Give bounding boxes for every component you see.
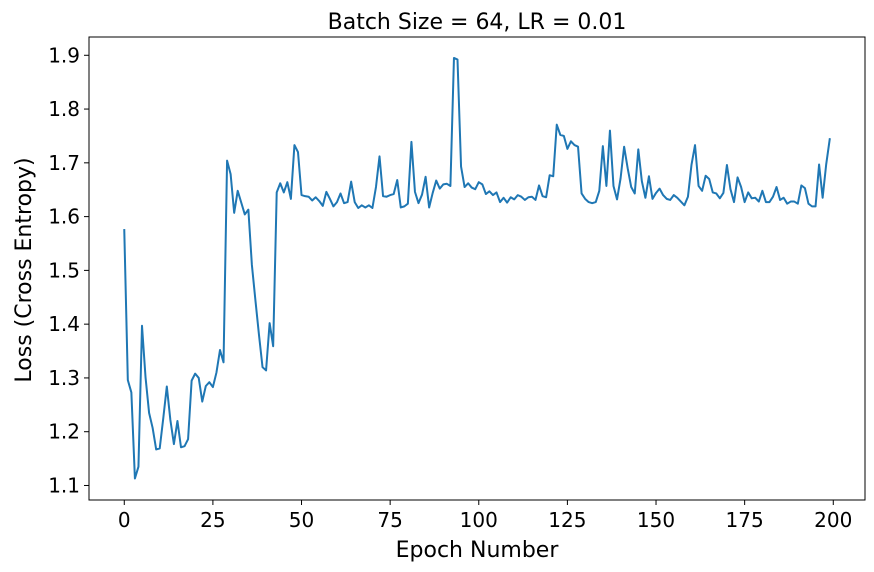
x-axis-label: Epoch Number	[396, 538, 560, 563]
y-axis-label: Loss (Cross Entropy)	[12, 157, 37, 382]
x-tick-label: 0	[118, 508, 131, 532]
series-line-0	[123, 56, 831, 480]
y-tick-label: 1.5	[48, 258, 80, 282]
x-tick-label: 75	[377, 508, 402, 532]
y-tick-label: 1.8	[48, 97, 80, 121]
y-tick-label: 1.9	[48, 43, 80, 67]
x-tick-label: 150	[637, 508, 675, 532]
x-tick-label: 175	[726, 508, 764, 532]
y-tick-label: 1.7	[48, 151, 80, 175]
plot-area: 0 25 50 75 100 125 150 175 200 1.1 1.2 1.3 1.4 1.5 1.6…	[48, 36, 866, 532]
chart-title: Batch Size = 64, LR = 0.01	[328, 10, 627, 35]
y-tick-label: 1.1	[48, 473, 80, 497]
y-tick-label: 1.3	[48, 366, 80, 390]
y-tick-label: 1.2	[48, 420, 80, 444]
x-tick-label: 100	[460, 508, 498, 532]
y-tick-label: 1.6	[48, 205, 80, 229]
x-tick-label: 50	[289, 508, 314, 532]
x-tick-label: 200	[814, 508, 852, 532]
y-tick-label: 1.4	[48, 312, 80, 336]
x-tick-label: 125	[548, 508, 586, 532]
x-tick-label: 25	[200, 508, 225, 532]
plot-frame	[88, 36, 866, 501]
